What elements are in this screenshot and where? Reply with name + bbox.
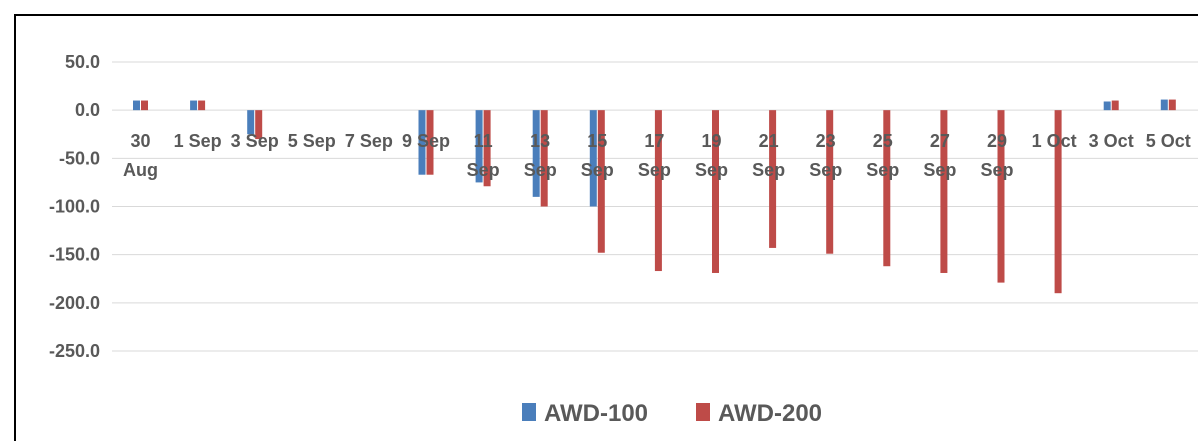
x-tick-label-line: Sep: [524, 160, 557, 180]
bar-awd-200: [654, 110, 662, 272]
x-tick-label-line: Sep: [467, 160, 500, 180]
x-tick-label-line: 27: [930, 131, 950, 151]
bar-awd-200: [597, 110, 605, 253]
x-tick-label: 3 Sep: [231, 131, 279, 151]
y-tick-label: -250.0: [49, 341, 100, 361]
bar-awd-200: [769, 110, 777, 248]
x-tick-label: 27 Sep: [923, 131, 956, 180]
bar-awd-100: [1160, 99, 1168, 111]
legend-label: AWD-100: [544, 400, 648, 427]
x-tick-label-line: 7 Sep: [345, 131, 393, 151]
bar-awd-100: [190, 100, 198, 111]
bar-awd-200: [1111, 100, 1119, 111]
bar-awd-100: [589, 110, 597, 207]
x-tick-label-line: 11: [474, 131, 493, 151]
y-tick-label: 50.0: [65, 52, 100, 72]
x-tick-label-line: Sep: [581, 160, 614, 180]
x-tick-label: 17 Sep: [638, 131, 671, 180]
x-tick-label: 30 Aug: [123, 131, 158, 180]
x-tick-label-line: Sep: [923, 160, 956, 180]
bar-awd-200: [997, 110, 1005, 283]
x-tick-label-line: 1 Sep: [174, 131, 222, 151]
x-tick-label-line: 29: [987, 131, 1007, 151]
bar-awd-200: [483, 110, 491, 187]
x-tick-label: 1 Oct: [1032, 131, 1077, 151]
bar-awd-200: [940, 110, 948, 273]
x-tick-label-line: 5 Oct: [1146, 131, 1191, 151]
x-tick-label-line: Sep: [809, 160, 842, 180]
bar-awd-100: [418, 110, 426, 175]
bar-awd-200: [712, 110, 719, 273]
bar-awd-200: [255, 110, 263, 140]
bar-awd-200: [540, 110, 548, 207]
bar-awd-100: [475, 110, 483, 183]
x-tick-label: 29 Sep: [980, 131, 1013, 180]
bar-awd-200: [426, 110, 434, 175]
x-tick-label: 19 Sep: [695, 131, 728, 180]
bar-awd-200: [1054, 110, 1062, 294]
x-tick-label: 11 Sep: [467, 131, 500, 180]
y-tick-label: -100.0: [49, 197, 100, 217]
bar-awd-100: [133, 100, 140, 111]
x-tick-label-line: 1 Oct: [1032, 131, 1077, 151]
x-tick-label: 9 Sep: [402, 131, 450, 151]
x-tick-label: 21 Sep: [752, 131, 785, 180]
legend-swatch-awd-100: [522, 403, 536, 421]
bar-awd-200: [883, 110, 891, 267]
x-tick-label-line: 19: [701, 131, 721, 151]
x-tick-label-line: 3 Sep: [231, 131, 279, 151]
legend-swatch-awd-200: [696, 403, 710, 421]
x-tick-label-line: 13: [530, 131, 550, 151]
x-tick-label: 15 Sep: [581, 131, 614, 180]
x-tick-label-line: Sep: [638, 160, 671, 180]
x-tick-label: 5 Oct: [1146, 131, 1191, 151]
y-tick-label: -200.0: [49, 293, 100, 313]
x-tick-label-line: 3 Oct: [1089, 131, 1134, 151]
x-tick-label-line: 15: [587, 131, 607, 151]
x-tick-label: 25 Sep: [866, 131, 899, 180]
legend-label: AWD-200: [718, 400, 822, 427]
x-tick-label-line: Sep: [695, 160, 728, 180]
y-tick-label: -150.0: [49, 245, 100, 265]
x-tick-label-line: Sep: [980, 160, 1013, 180]
bar-awd-200: [198, 100, 206, 111]
x-tick-label-line: Aug: [123, 160, 158, 180]
bar-awd-100: [1103, 101, 1111, 111]
bar-awd-100: [247, 110, 255, 135]
x-tick-label-line: Sep: [752, 160, 785, 180]
x-tick-label: 5 Sep: [288, 131, 336, 151]
y-tick-label: 0.0: [75, 100, 100, 120]
y-tick-label: -50.0: [59, 148, 100, 168]
bar-awd-200: [141, 100, 148, 111]
x-tick-label-line: 9 Sep: [402, 131, 450, 151]
x-tick-label: 3 Oct: [1089, 131, 1134, 151]
x-tick-label-line: 17: [644, 131, 664, 151]
x-tick-label: 13 Sep: [524, 131, 557, 180]
x-tick-label-line: 30: [130, 131, 150, 151]
x-tick-label-line: 5 Sep: [288, 131, 336, 151]
x-tick-label-line: 21: [759, 131, 779, 151]
x-tick-label-line: 25: [873, 131, 893, 151]
bar-awd-200: [1168, 99, 1176, 111]
x-tick-label: 7 Sep: [345, 131, 393, 151]
x-tick-label: 23 Sep: [809, 131, 842, 180]
bar-awd-200: [826, 110, 834, 254]
x-tick-label-line: 23: [816, 131, 836, 151]
bar-awd-100: [532, 110, 540, 197]
x-tick-label: 1 Sep: [174, 131, 222, 151]
x-tick-label-line: Sep: [866, 160, 899, 180]
